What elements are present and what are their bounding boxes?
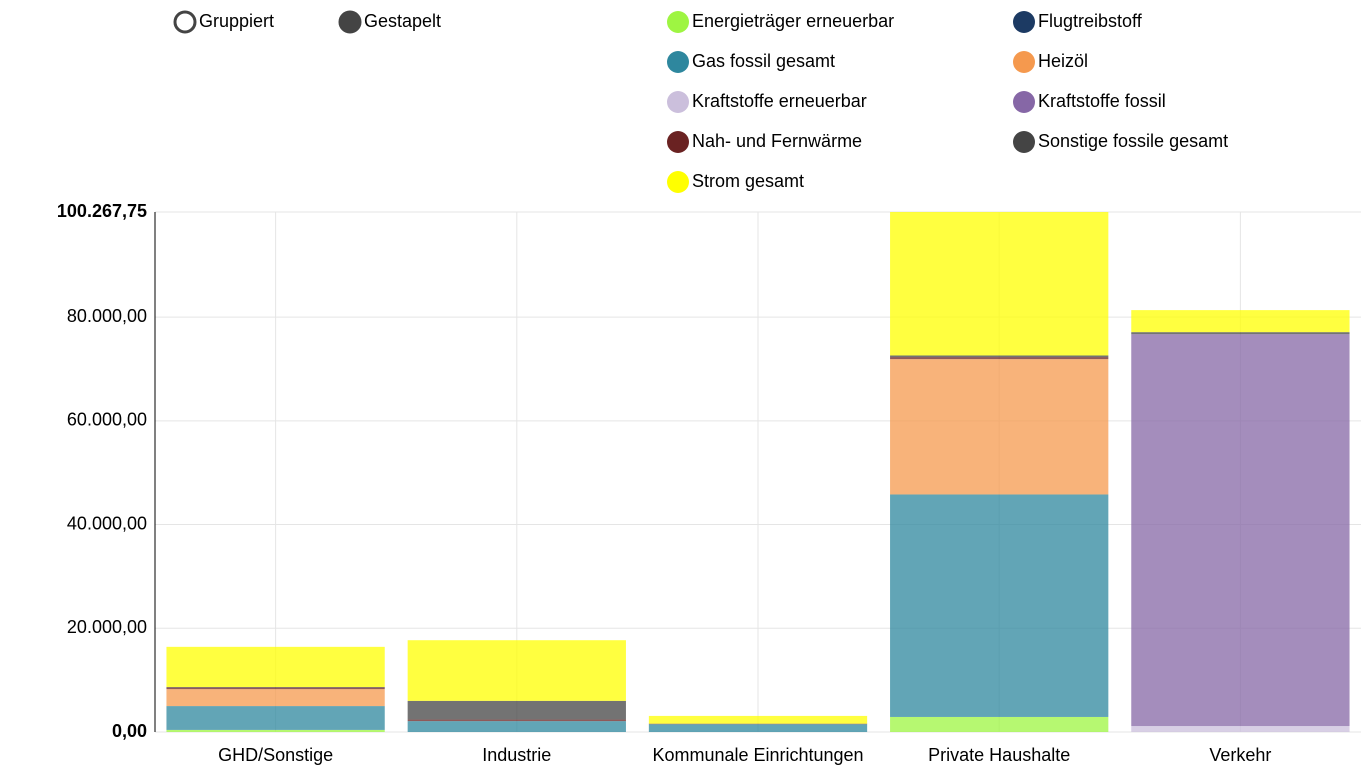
bar-segment (648, 715, 868, 724)
y-tick-label: 0,00 (112, 721, 147, 741)
x-tick-label: Verkehr (1209, 745, 1271, 765)
bar-segment (407, 700, 626, 720)
mode-label[interactable]: Gestapelt (364, 11, 441, 31)
y-tick-label: 20.000,00 (67, 617, 147, 637)
bar-segment (890, 716, 1109, 732)
legend-label[interactable]: Kraftstoffe fossil (1038, 91, 1166, 111)
bar-segment (1131, 332, 1350, 335)
bar-segment (890, 357, 1109, 360)
bar-segment (1131, 334, 1350, 727)
bar-segment (166, 706, 385, 730)
mode-toggle[interactable] (338, 10, 362, 34)
legend-label[interactable]: Flugtreibstoff (1038, 11, 1143, 31)
bar-segment (1131, 310, 1350, 333)
bar-segment (890, 212, 1109, 356)
legend-swatch[interactable] (1013, 91, 1035, 113)
x-tick-label: GHD/Sonstige (218, 745, 333, 765)
bar-segment (648, 724, 868, 732)
legend-swatch[interactable] (667, 51, 689, 73)
legend-swatch[interactable] (1013, 51, 1035, 73)
bar-segment (166, 687, 385, 690)
bar-segment (890, 355, 1109, 358)
bar-segment (407, 721, 626, 732)
y-tick-label: 60.000,00 (67, 410, 147, 430)
bar-segment (407, 719, 626, 722)
bar-segment (166, 689, 385, 707)
legend-swatch[interactable] (667, 131, 689, 153)
bar-segment (1131, 726, 1350, 732)
x-tick-label: Industrie (482, 745, 551, 765)
legend-label[interactable]: Nah- und Fernwärme (692, 131, 862, 151)
bar-segment (166, 687, 385, 688)
y-tick-label: 40.000,00 (67, 513, 147, 533)
bar-segment (166, 729, 385, 732)
legend-swatch[interactable] (667, 11, 689, 33)
bar-segment (407, 640, 626, 701)
legend-swatch[interactable] (1013, 131, 1035, 153)
y-tick-label: 100.267,75 (57, 201, 147, 221)
x-tick-label: Private Haushalte (928, 745, 1070, 765)
legend-label[interactable]: Gas fossil gesamt (692, 51, 835, 71)
legend-label[interactable]: Kraftstoffe erneuerbar (692, 91, 867, 111)
x-tick-label: Kommunale Einrichtungen (652, 745, 863, 765)
bar-segment (648, 723, 868, 725)
legend-label[interactable]: Strom gesamt (692, 171, 804, 191)
bar-segment (890, 494, 1109, 717)
bar-segment (166, 646, 385, 688)
bar-segment (890, 359, 1109, 495)
legend-swatch[interactable] (1013, 11, 1035, 33)
mode-label[interactable]: Gruppiert (199, 11, 274, 31)
legend-label[interactable]: Energieträger erneuerbar (692, 11, 894, 31)
y-tick-label: 80.000,00 (67, 306, 147, 326)
legend-label[interactable]: Heizöl (1038, 51, 1088, 71)
legend-swatch[interactable] (667, 91, 689, 113)
legend-swatch[interactable] (667, 171, 689, 193)
mode-toggle[interactable] (173, 10, 197, 34)
legend-label[interactable]: Sonstige fossile gesamt (1038, 131, 1228, 151)
